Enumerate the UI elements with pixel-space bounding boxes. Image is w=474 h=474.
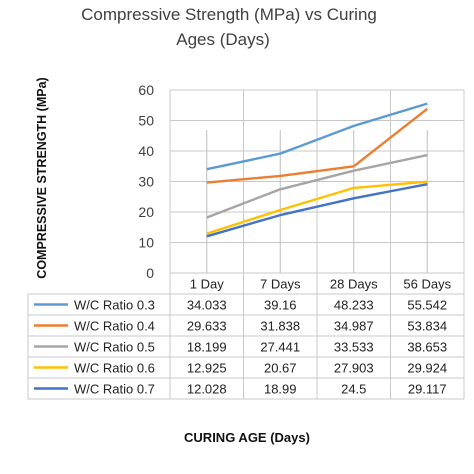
y-tick-label: 60 <box>138 82 154 98</box>
table-value: 24.5 <box>341 382 366 397</box>
table-value: 29.924 <box>407 361 447 376</box>
x-axis-label-text: CURING AGE (Days) <box>184 430 310 445</box>
table-value: 29.117 <box>408 382 447 397</box>
x-category-label: 56 Days <box>403 277 451 292</box>
series-line-4 <box>206 180 428 235</box>
table-value: 48.233 <box>334 298 374 313</box>
legend-label-2: W/C Ratio 0.4 <box>74 319 155 334</box>
series-line-3 <box>206 153 428 219</box>
series-line-2 <box>206 107 429 184</box>
x-category-label: 1 Day <box>190 277 224 292</box>
x-category-label: 28 Days <box>330 277 378 292</box>
legend-label-3: W/C Ratio 0.5 <box>74 340 155 355</box>
x-axis-label: CURING AGE (Days) <box>0 430 474 445</box>
table-value: 53.834 <box>407 319 447 334</box>
legend-label-5: W/C Ratio 0.7 <box>74 382 155 397</box>
y-tick-label: 10 <box>138 235 154 251</box>
x-category-label: 7 Days <box>260 277 301 292</box>
table-value: 34.033 <box>187 298 227 313</box>
table-value: 38.653 <box>407 340 447 355</box>
table-value: 39.16 <box>264 298 297 313</box>
y-tick-label: 30 <box>138 174 154 190</box>
legend-label-1: W/C Ratio 0.3 <box>74 298 155 313</box>
y-tick-label: 40 <box>138 143 154 159</box>
legend-label-4: W/C Ratio 0.6 <box>74 361 155 376</box>
chart-title-line-1: Compressive Strength (MPa) vs Curing <box>81 5 377 24</box>
series-line-5 <box>206 183 428 238</box>
chart-title-line-2: Ages (Days) <box>176 30 270 49</box>
table-value: 12.925 <box>187 361 227 376</box>
y-tick-label: 20 <box>138 204 154 220</box>
table-value: 27.903 <box>334 361 374 376</box>
y-tick-label: 0 <box>146 265 154 281</box>
table-value: 31.838 <box>260 319 300 334</box>
table-value: 33.533 <box>334 340 374 355</box>
table-value: 18.99 <box>264 382 297 397</box>
table-value: 55.542 <box>407 298 447 313</box>
y-tick-label: 50 <box>138 113 154 129</box>
table-value: 20.67 <box>264 361 297 376</box>
table-value: 12.028 <box>187 382 227 397</box>
table-value: 34.987 <box>334 319 374 334</box>
table-value: 18.199 <box>187 340 227 355</box>
table-value: 27.441 <box>260 340 300 355</box>
table-value: 29.633 <box>187 319 227 334</box>
series-line-1 <box>206 102 428 171</box>
